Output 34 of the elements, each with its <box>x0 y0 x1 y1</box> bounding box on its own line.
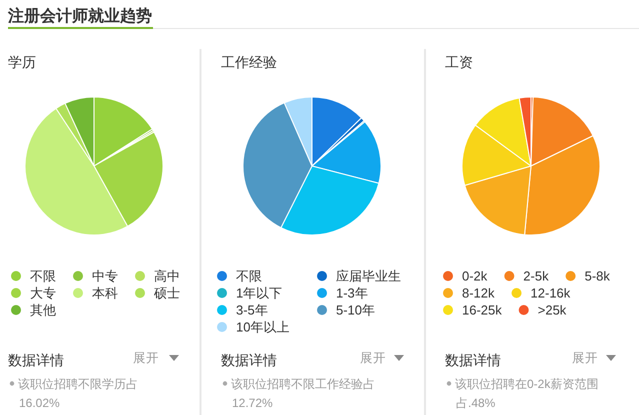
legend-label: 不限 <box>236 268 262 284</box>
text: 展开 <box>572 351 598 365</box>
legend-label: 中专 <box>92 268 118 284</box>
text: 数据详情 <box>445 352 501 368</box>
legend-label: 1年以下 <box>236 286 282 300</box>
text: 该职位招聘不限学历占16.02% <box>18 377 138 410</box>
text: 该职位招聘不限工作经验占12.72% <box>231 377 375 410</box>
legend-label: 10年以上 <box>236 320 290 334</box>
text: 该职位招聘在0-2k薪资范围占.48% <box>455 377 598 410</box>
chart-subtitle: 工资 <box>445 54 473 70</box>
legend-label: 应届毕业生 <box>336 268 401 284</box>
chart-title: 注册会计师就业趋势 <box>7 7 152 25</box>
legend-label: 5-10年 <box>336 302 376 318</box>
legend-label: 本科 <box>92 286 118 300</box>
legend-label: 其他 <box>30 302 56 318</box>
chart-subtitle: 工作经验 <box>221 54 277 70</box>
chart-subtitle: 学历 <box>8 54 36 70</box>
legend-label: 3-5年 <box>236 302 268 318</box>
legend-label: 2-5k <box>523 268 550 284</box>
legend-label: 大专 <box>30 286 56 300</box>
legend-label: 0-2k <box>462 268 488 284</box>
text: 数据详情 <box>221 352 277 368</box>
text: 展开 <box>360 351 386 365</box>
text: 数据详情 <box>8 352 64 368</box>
legend-label: 高中 <box>154 268 180 284</box>
legend-label: 5-8k <box>584 268 610 284</box>
legend-label: 12-16k <box>530 286 571 300</box>
legend-label: >25k <box>538 302 567 318</box>
legend-label: 不限 <box>30 268 56 284</box>
text: 展开 <box>133 351 159 365</box>
legend-label: 16-25k <box>462 302 502 318</box>
legend-label: 1-3年 <box>336 286 368 300</box>
legend-label: 硕士 <box>153 286 180 300</box>
legend-label: 8-12k <box>462 286 496 300</box>
